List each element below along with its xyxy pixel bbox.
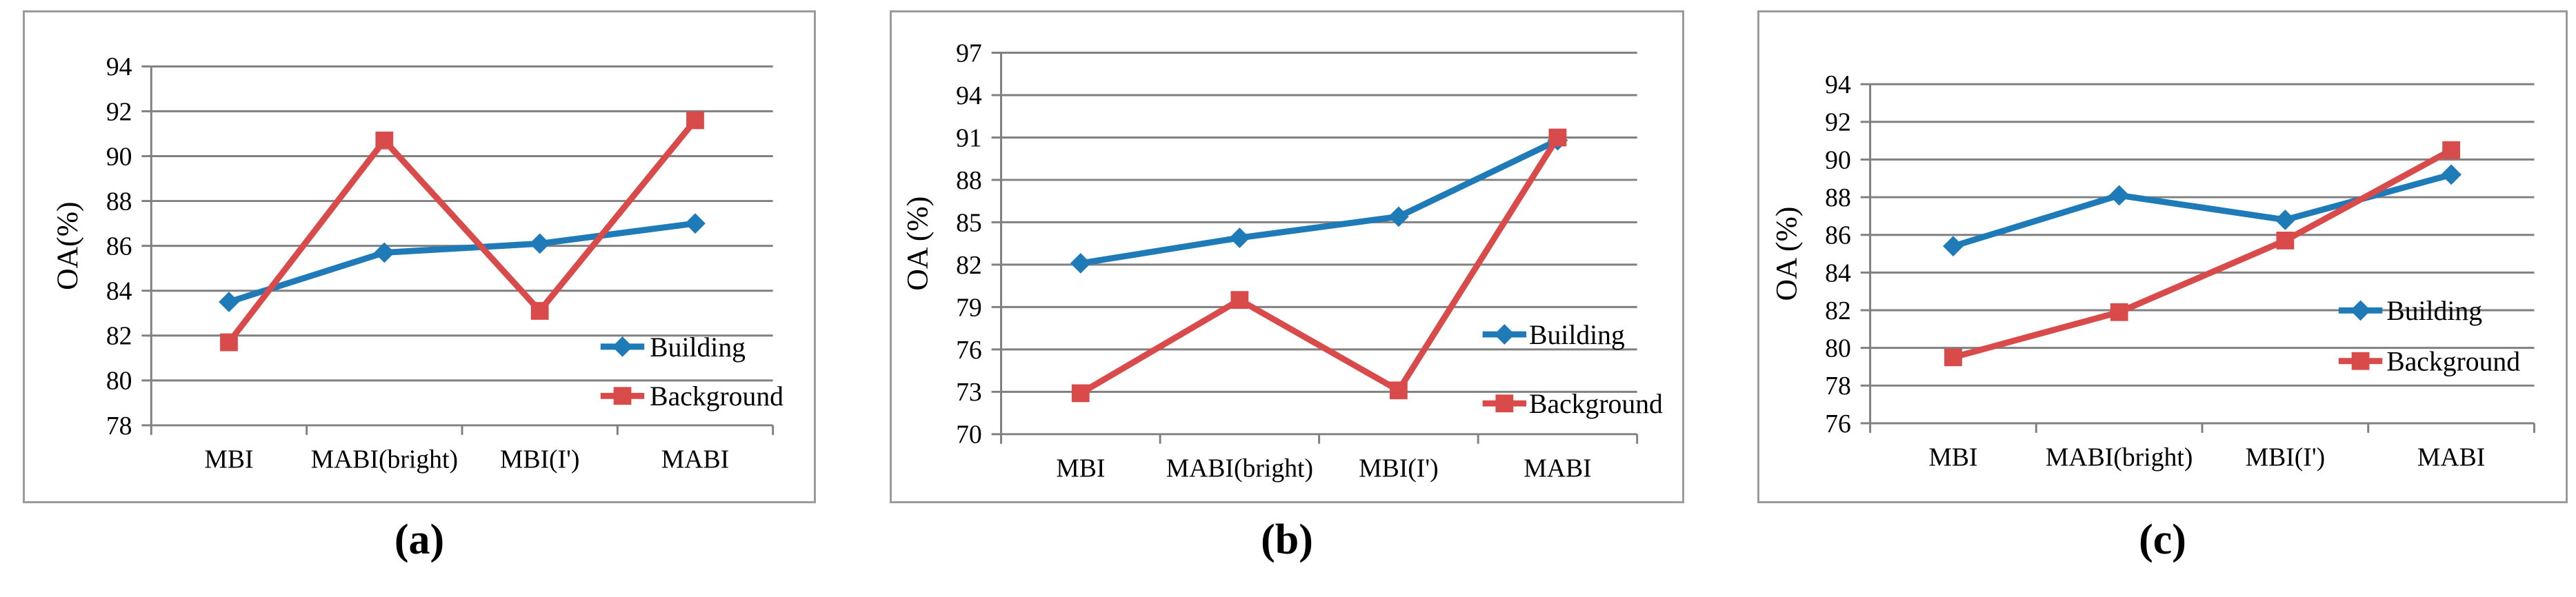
legend-marker-building bbox=[1494, 324, 1515, 345]
x-category-label: MABI bbox=[1524, 454, 1591, 483]
x-category-label: MABI(bright) bbox=[2046, 443, 2193, 472]
data-point-background bbox=[686, 111, 704, 130]
legend-label-building: Building bbox=[650, 332, 746, 363]
y-tick-label: 70 bbox=[956, 421, 982, 449]
y-tick-label: 82 bbox=[1825, 296, 1851, 325]
data-point-building bbox=[2441, 164, 2462, 185]
legend-label-background: Background bbox=[650, 381, 783, 412]
x-category-label: MABI(bright) bbox=[311, 445, 458, 474]
y-tick-label: 85 bbox=[956, 208, 982, 237]
data-point-background bbox=[2276, 232, 2295, 250]
x-category-label: MBI bbox=[1056, 454, 1105, 483]
x-category-label: MBI bbox=[1928, 443, 1977, 472]
series-line-background bbox=[1952, 147, 2453, 361]
x-category-label: MABI(bright) bbox=[1166, 454, 1313, 483]
y-axis-title: OA (%) bbox=[901, 196, 934, 291]
y-tick-label: 78 bbox=[1825, 372, 1851, 401]
line-chart-a: 94 92 90 88 86 84 82 80 78 MBI MABI(bright) MBI(I')… bbox=[51, 52, 783, 474]
series-line-background bbox=[226, 118, 698, 345]
data-point-building bbox=[1388, 206, 1409, 227]
x-category-label: MBI(I') bbox=[500, 445, 580, 474]
y-tick-label: 79 bbox=[956, 293, 982, 322]
y-axis-title: OA(%) bbox=[51, 201, 84, 290]
y-tick-label: 82 bbox=[956, 251, 982, 280]
y-tick-label: 76 bbox=[956, 336, 982, 365]
x-category-label: MABI bbox=[661, 445, 729, 474]
data-point-background bbox=[220, 333, 238, 352]
data-point-background bbox=[2110, 303, 2128, 321]
y-tick-label: 88 bbox=[956, 166, 982, 195]
x-category-label: MBI bbox=[204, 445, 253, 474]
legend-marker-background bbox=[613, 387, 632, 405]
line-chart-c: 94 92 90 88 86 84 82 80 78 76 MBI MABI(bright) MBI(I… bbox=[1770, 70, 2535, 472]
y-tick-label: 90 bbox=[1825, 145, 1851, 174]
y-tick-label: 86 bbox=[1825, 221, 1851, 250]
data-point-building bbox=[219, 292, 239, 312]
legend-label-building: Building bbox=[1529, 320, 1625, 350]
legend-label-background: Background bbox=[1529, 389, 1663, 419]
data-point-background bbox=[2442, 141, 2460, 159]
y-tick-label: 91 bbox=[956, 123, 982, 152]
y-tick-label: 94 bbox=[106, 52, 132, 81]
chart-panel-b: 97 94 91 88 85 82 79 76 73 70 MBI MABI(bright) MBI(I… bbox=[890, 10, 1684, 503]
y-axis-title: OA (%) bbox=[1770, 207, 1803, 301]
legend-marker-background bbox=[1495, 394, 1514, 413]
y-tick-label: 73 bbox=[956, 378, 982, 407]
line-chart-b: 97 94 91 88 85 82 79 76 73 70 MBI MABI(bright) MBI(I… bbox=[901, 39, 1663, 483]
y-tick-label: 78 bbox=[106, 412, 132, 441]
y-tick-label: 92 bbox=[1825, 108, 1851, 137]
y-tick-label: 90 bbox=[106, 142, 132, 171]
legend-marker-background bbox=[2351, 352, 2370, 370]
caption-c: (c) bbox=[2139, 516, 2186, 563]
data-point-building bbox=[374, 242, 395, 263]
y-tick-label: 92 bbox=[106, 97, 132, 126]
legend-label-building: Building bbox=[2386, 296, 2482, 326]
x-category-label: MBI(I') bbox=[2246, 443, 2326, 472]
y-tick-label: 94 bbox=[1825, 70, 1851, 99]
data-point-background bbox=[1230, 291, 1249, 310]
data-point-background bbox=[530, 302, 549, 320]
y-tick-label: 94 bbox=[956, 81, 982, 110]
y-tick-label: 80 bbox=[106, 367, 132, 396]
legend-marker-building bbox=[2350, 300, 2371, 321]
y-tick-label: 84 bbox=[106, 277, 132, 306]
series-line-building bbox=[1080, 137, 1559, 267]
data-point-background bbox=[1071, 384, 1090, 403]
data-point-building bbox=[1070, 252, 1091, 274]
caption-b: (b) bbox=[1261, 516, 1313, 563]
x-category-label: MABI bbox=[2417, 443, 2485, 472]
y-tick-label: 88 bbox=[1825, 183, 1851, 212]
y-tick-label: 80 bbox=[1825, 334, 1851, 363]
series-line-background bbox=[1079, 136, 1561, 396]
data-point-background bbox=[375, 131, 394, 150]
chart-panel-c: 94 92 90 88 86 84 82 80 78 76 MBI MABI(bright) MBI(I… bbox=[1757, 10, 2568, 503]
data-point-building bbox=[1943, 236, 1964, 256]
data-point-building bbox=[1229, 227, 1250, 248]
series-line-building bbox=[228, 220, 696, 305]
data-point-background bbox=[1548, 128, 1567, 147]
y-tick-label: 82 bbox=[106, 322, 132, 351]
x-category-label: MBI(I') bbox=[1359, 454, 1439, 483]
chart-panel-a: 94 92 90 88 86 84 82 80 78 MBI MABI(bright) MBI(I')… bbox=[23, 10, 816, 503]
caption-a: (a) bbox=[394, 516, 445, 563]
y-tick-label: 86 bbox=[106, 232, 132, 261]
data-point-building bbox=[529, 233, 550, 254]
y-tick-label: 97 bbox=[956, 39, 982, 68]
y-tick-label: 76 bbox=[1825, 409, 1851, 438]
legend-label-background: Background bbox=[2386, 347, 2520, 377]
y-tick-label: 84 bbox=[1825, 259, 1851, 287]
legend-marker-building bbox=[612, 336, 633, 357]
data-point-building bbox=[2275, 209, 2296, 230]
data-point-building bbox=[685, 213, 706, 234]
y-tick-label: 88 bbox=[106, 187, 132, 216]
data-point-background bbox=[1944, 348, 1962, 367]
data-point-background bbox=[1389, 381, 1408, 400]
data-point-building bbox=[2108, 185, 2130, 206]
